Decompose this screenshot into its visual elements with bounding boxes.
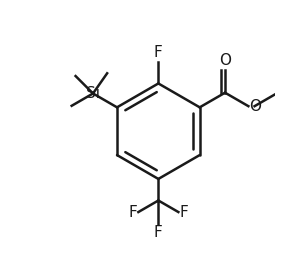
Text: O: O (219, 53, 231, 68)
Text: O: O (249, 99, 261, 114)
Text: Si: Si (86, 86, 100, 101)
Text: F: F (154, 225, 163, 240)
Text: F: F (180, 205, 189, 220)
Text: F: F (154, 45, 163, 60)
Text: F: F (128, 205, 137, 220)
